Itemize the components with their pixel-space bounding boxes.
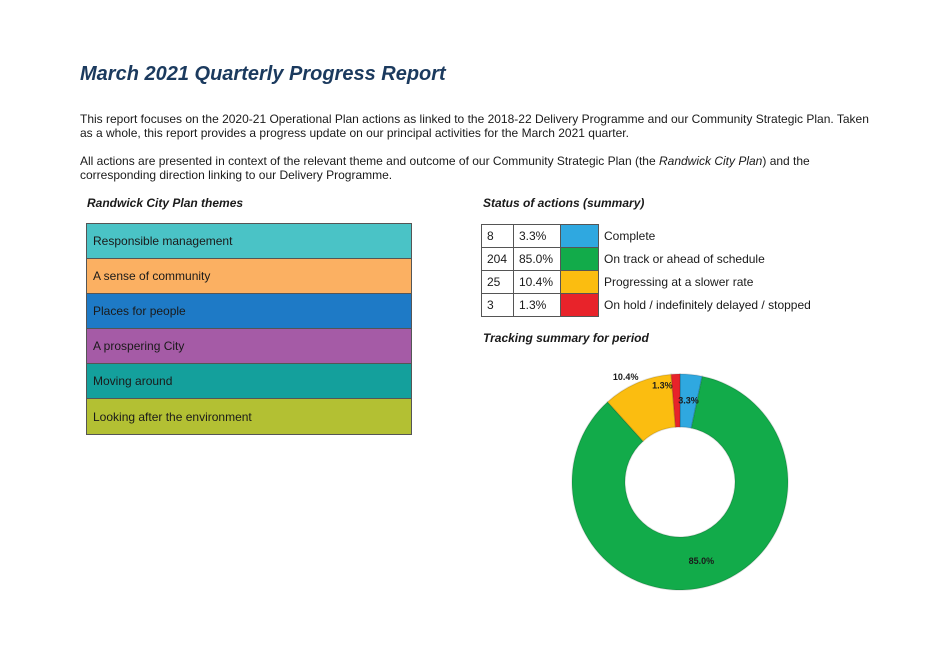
status-color-swatch — [561, 225, 598, 247]
status-row: 8 3.3% Complete — [481, 224, 816, 248]
tracking-heading: Tracking summary for period — [483, 331, 649, 345]
tracking-donut-chart: 3.3% 85.0% 10.4% 1.3% — [571, 372, 789, 591]
status-label: Complete — [604, 229, 656, 243]
context-paragraph: All actions are presented in context of … — [80, 154, 870, 182]
status-row: 204 85.0% On track or ahead of schedule — [481, 247, 816, 271]
theme-row: A prospering City — [87, 329, 411, 364]
status-label: On hold / indefinitely delayed / stopped — [604, 298, 811, 312]
donut-slice-label: 1.3% — [652, 381, 673, 391]
donut-slice — [679, 373, 704, 430]
donut-slice — [571, 375, 789, 591]
status-label: Progressing at a slower rate — [604, 275, 754, 289]
status-heading: Status of actions (summary) — [483, 196, 645, 210]
theme-row: Moving around — [87, 364, 411, 399]
donut-slice-label: 85.0% — [689, 556, 715, 566]
theme-row: Responsible management — [87, 224, 411, 259]
donut-slice — [606, 373, 677, 443]
status-color-swatch — [561, 271, 598, 293]
theme-row: Places for people — [87, 294, 411, 329]
status-count: 8 — [481, 224, 514, 248]
status-percent: 85.0% — [513, 247, 561, 271]
status-swatch — [560, 270, 599, 294]
status-percent: 1.3% — [513, 293, 561, 317]
theme-row: Looking after the environment — [87, 399, 411, 434]
status-color-swatch — [561, 248, 598, 270]
status-swatch — [560, 293, 599, 317]
themes-list: Responsible management A sense of communi… — [86, 223, 412, 435]
status-row: 25 10.4% Progressing at a slower rate — [481, 270, 816, 294]
status-count: 204 — [481, 247, 514, 271]
status-percent: 10.4% — [513, 270, 561, 294]
status-count: 25 — [481, 270, 514, 294]
donut-slice — [670, 373, 681, 428]
status-count: 3 — [481, 293, 514, 317]
status-color-swatch — [561, 294, 598, 316]
status-swatch — [560, 247, 599, 271]
plan-name-italic: Randwick City Plan — [658, 154, 763, 168]
status-percent: 3.3% — [513, 224, 561, 248]
status-table: 8 3.3% Complete 204 85.0% On track or ahead o… — [481, 224, 816, 317]
page-title: March 2021 Quarterly Progress Report — [80, 63, 446, 85]
donut-slice-label: 10.4% — [613, 372, 639, 382]
context-text-start: All actions are presented in context of … — [80, 154, 659, 168]
status-label: On track or ahead of schedule — [604, 252, 765, 266]
context-text-end: ) and the corresponding direction linkin… — [80, 154, 810, 182]
donut-slice-label: 3.3% — [678, 395, 699, 405]
themes-heading: Randwick City Plan themes — [87, 196, 244, 210]
intro-paragraph: This report focuses on the 2020-21 Opera… — [80, 112, 869, 140]
status-row: 3 1.3% On hold / indefinitely delayed / st… — [481, 293, 816, 317]
theme-row: A sense of community — [87, 259, 411, 294]
status-swatch — [560, 224, 599, 248]
